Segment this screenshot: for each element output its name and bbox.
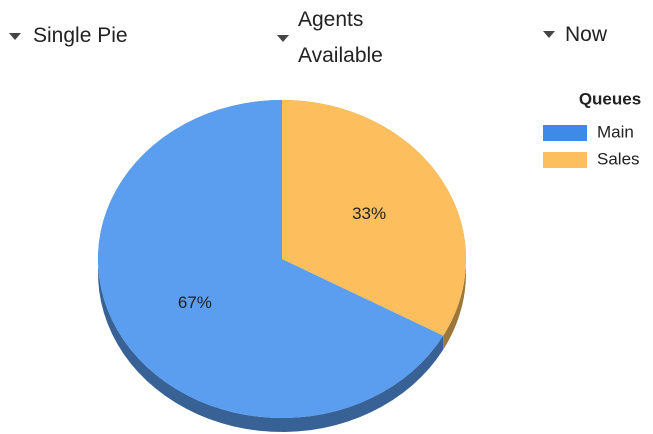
legend-swatch [543, 152, 587, 168]
legend-label: Sales [597, 149, 640, 168]
dropdown-arrow[interactable] [543, 31, 555, 38]
pie-slice [97, 100, 444, 419]
legend-title: Queues [579, 89, 641, 108]
legend-swatch [543, 125, 587, 141]
data-label: 67% [178, 293, 212, 312]
data-label: 33% [352, 204, 386, 223]
dropdown[interactable]: Single Pie [33, 24, 128, 47]
legend-label: Main [597, 122, 634, 141]
dropdown-arrow[interactable] [277, 35, 289, 42]
dropdown-arrow[interactable] [9, 33, 21, 40]
dropdown[interactable]: Now [565, 23, 608, 46]
dropdown[interactable]: Agents Available [298, 8, 383, 67]
pie-slice [282, 100, 466, 336]
